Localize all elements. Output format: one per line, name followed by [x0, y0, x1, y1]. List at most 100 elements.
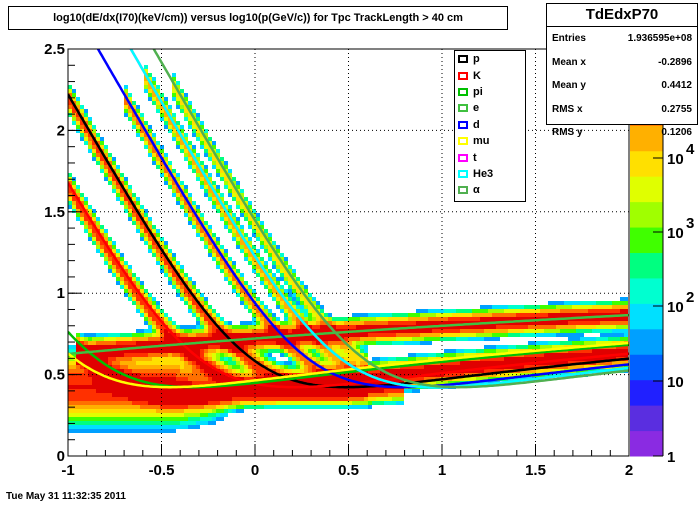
heatmap-cell: [144, 213, 148, 217]
heatmap-cell: [148, 329, 152, 333]
heatmap-cell: [256, 273, 260, 277]
heatmap-cell: [108, 269, 112, 273]
heatmap-cell: [536, 333, 540, 337]
heatmap-cell: [68, 181, 72, 185]
heatmap-cell: [272, 341, 276, 345]
heatmap-cell: [148, 405, 152, 409]
heatmap-cell: [524, 325, 528, 329]
heatmap-cell: [544, 341, 548, 345]
heatmap-cell: [176, 189, 180, 193]
heatmap-cell: [580, 341, 584, 345]
heatmap-cell: [496, 357, 500, 361]
heatmap-cell: [80, 385, 84, 389]
heatmap-cell: [84, 201, 88, 205]
heatmap-cell: [188, 389, 192, 393]
heatmap-cell: [84, 113, 88, 117]
heatmap-cell: [556, 329, 560, 333]
heatmap-cell: [228, 229, 232, 233]
heatmap-cell: [152, 377, 156, 381]
heatmap-cell: [308, 317, 312, 321]
heatmap-cell: [592, 341, 596, 345]
heatmap-cell: [268, 337, 272, 341]
heatmap-cell: [316, 317, 320, 321]
heatmap-cell: [252, 249, 256, 253]
heatmap-cell: [104, 421, 108, 425]
heatmap-cell: [324, 337, 328, 341]
heatmap-cell: [204, 389, 208, 393]
heatmap-cell: [192, 225, 196, 229]
heatmap-cell: [604, 325, 608, 329]
heatmap-cell: [412, 329, 416, 333]
heatmap-cell: [296, 397, 300, 401]
heatmap-cell: [200, 177, 204, 181]
heatmap-cell: [424, 357, 428, 361]
heatmap-cell: [144, 377, 148, 381]
heatmap-cell: [624, 309, 628, 313]
heatmap-cell: [100, 241, 104, 245]
heatmap-cell: [264, 317, 268, 321]
heatmap-cell: [100, 409, 104, 413]
heatmap-cell: [428, 377, 432, 381]
heatmap-cell: [248, 349, 252, 353]
heatmap-cell: [580, 353, 584, 357]
heatmap-cell: [280, 301, 284, 305]
heatmap-cell: [496, 361, 500, 365]
heatmap-cell: [344, 337, 348, 341]
heatmap-cell: [128, 293, 132, 297]
heatmap-cell: [204, 405, 208, 409]
heatmap-cell: [148, 353, 152, 357]
heatmap-cell: [364, 401, 368, 405]
heatmap-cell: [544, 309, 548, 313]
heatmap-cell: [116, 265, 120, 269]
heatmap-cell: [368, 401, 372, 405]
heatmap-cell: [316, 369, 320, 373]
heatmap-cell: [144, 353, 148, 357]
heatmap-cell: [208, 157, 212, 161]
heatmap-cell: [180, 269, 184, 273]
heatmap-cell: [448, 313, 452, 317]
heatmap-cell: [124, 369, 128, 373]
heatmap-cell: [124, 185, 128, 189]
heatmap-cell: [224, 257, 228, 261]
heatmap-cell: [168, 121, 172, 125]
heatmap-cell: [284, 381, 288, 385]
heatmap-cell: [196, 133, 200, 137]
heatmap-cell: [140, 117, 144, 121]
heatmap-cell: [152, 417, 156, 421]
heatmap-cell: [144, 293, 148, 297]
heatmap-cell: [188, 125, 192, 129]
heatmap-cell: [468, 333, 472, 337]
heatmap-cell: [368, 317, 372, 321]
heatmap-cell: [548, 333, 552, 337]
heatmap-cell: [240, 341, 244, 345]
axes: -1 -0.5 0 0.5 1 1.5 200.511.522.5: [44, 41, 633, 479]
heatmap-cell: [300, 349, 304, 353]
heatmap-cell: [428, 341, 432, 345]
heatmap-cell: [156, 413, 160, 417]
heatmap-cell: [588, 309, 592, 313]
heatmap-cell: [280, 401, 284, 405]
heatmap-cell: [280, 325, 284, 329]
heatmap-cell: [156, 101, 160, 105]
heatmap-cell: [224, 405, 228, 409]
heatmap-cell: [604, 349, 608, 353]
heatmap-cell: [216, 373, 220, 377]
heatmap-cell: [144, 421, 148, 425]
heatmap-cell: [188, 425, 192, 429]
heatmap-cell: [244, 393, 248, 397]
heatmap-cell: [232, 333, 236, 337]
heatmap-cell: [72, 113, 76, 117]
heatmap-cell: [88, 233, 92, 237]
heatmap-cell: [160, 377, 164, 381]
heatmap-cell: [416, 333, 420, 337]
heatmap-cell: [92, 133, 96, 137]
heatmap-cell: [160, 353, 164, 357]
heatmap-cell: [128, 377, 132, 381]
legend-label: e: [473, 102, 480, 115]
heatmap-cell: [448, 349, 452, 353]
legend-label: p: [473, 53, 480, 66]
heatmap-cell: [144, 121, 148, 125]
heatmap-cell: [232, 237, 236, 241]
heatmap-cell: [396, 333, 400, 337]
color-scale-step: [630, 201, 663, 228]
